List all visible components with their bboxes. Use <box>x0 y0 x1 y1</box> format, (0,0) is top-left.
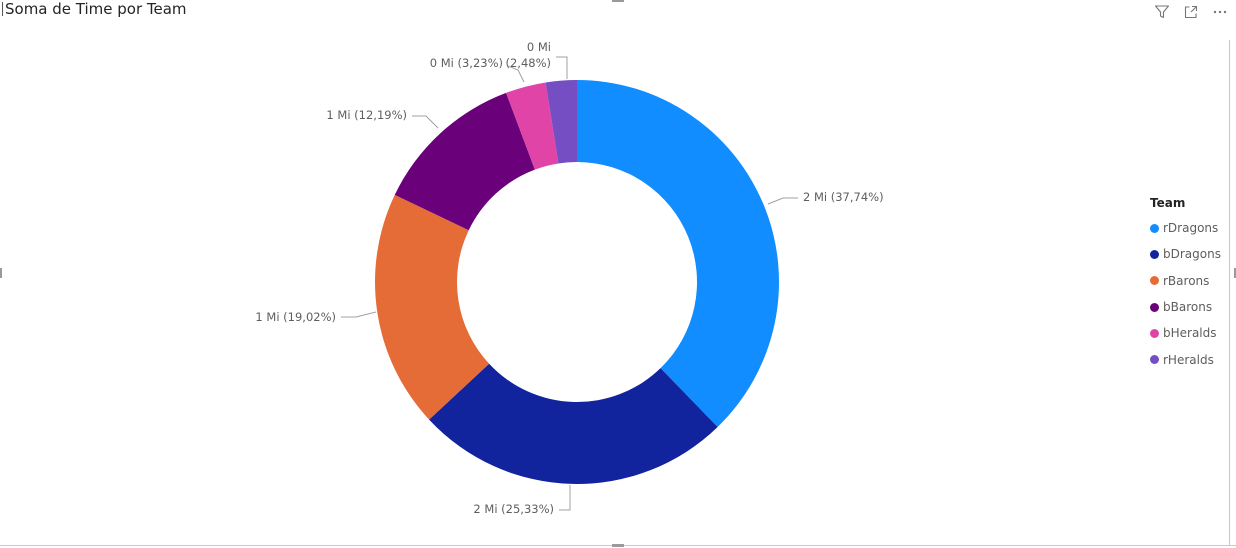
legend-item-bbarons[interactable]: bBarons <box>1150 294 1221 320</box>
legend-marker-bdragons <box>1150 249 1159 259</box>
legend-marker-bheralds <box>1150 328 1159 338</box>
leader-line-rheralds <box>556 56 568 79</box>
slice-rdragons[interactable] <box>577 80 779 428</box>
legend-label-bdragons: bDragons <box>1163 247 1221 262</box>
resize-handle-left[interactable] <box>0 268 2 278</box>
legend-title: Team <box>1150 196 1186 210</box>
more-options-icon[interactable] <box>1211 3 1228 20</box>
legend-marker-bbarons <box>1150 302 1159 312</box>
data-label-rdragons: 2 Mi (37,74%) <box>803 190 884 204</box>
filter-icon[interactable] <box>1153 3 1170 20</box>
visual-border-right <box>1229 40 1230 546</box>
legend-label-bheralds: bHeralds <box>1163 326 1217 341</box>
slice-bbarons[interactable] <box>394 92 535 231</box>
resize-handle-right[interactable] <box>1234 268 1236 278</box>
legend-item-rdragons[interactable]: rDragons <box>1150 215 1221 241</box>
slice-bheralds[interactable] <box>506 82 559 170</box>
chart-title: Soma de Time por Team <box>5 0 187 18</box>
legend-marker-rdragons <box>1150 223 1159 233</box>
data-label-rheralds: 0 Mi (2,48%) <box>505 40 551 70</box>
title-marker <box>2 2 3 16</box>
leader-line-bheralds <box>507 65 525 83</box>
legend-item-bheralds[interactable]: bHeralds <box>1150 320 1221 346</box>
leader-line-rdragons <box>767 197 798 205</box>
legend-label-rheralds: rHeralds <box>1163 352 1214 367</box>
slice-rbarons[interactable] <box>374 194 490 420</box>
visual-header-icons <box>1153 3 1228 20</box>
data-label-bdragons: 2 Mi (25,33%) <box>473 502 554 516</box>
legend-item-bdragons[interactable]: bDragons <box>1150 241 1221 267</box>
legend-label-rbarons: rBarons <box>1163 273 1210 288</box>
legend-label-bbarons: bBarons <box>1163 300 1213 315</box>
legend-item-rbarons[interactable]: rBarons <box>1150 268 1221 294</box>
slice-bdragons[interactable] <box>429 363 718 484</box>
legend: Team rDragons bDragons rBarons bBarons b… <box>1150 196 1221 373</box>
legend-item-rheralds[interactable]: rHeralds <box>1150 346 1221 372</box>
legend-marker-rbarons <box>1150 276 1159 286</box>
focus-mode-icon[interactable] <box>1182 3 1199 20</box>
resize-handle-top[interactable] <box>612 0 624 2</box>
resize-handle-bottom[interactable] <box>612 544 624 547</box>
data-label-bbarons: 1 Mi (12,19%) <box>326 108 407 122</box>
leader-line-rbarons <box>341 311 377 318</box>
leader-line-bbarons <box>412 115 439 129</box>
data-label-bheralds: 0 Mi (3,23%) <box>430 56 503 70</box>
slice-rheralds[interactable] <box>545 80 577 164</box>
legend-label-rdragons: rDragons <box>1163 221 1219 236</box>
legend-marker-rheralds <box>1150 355 1159 365</box>
leader-line-bdragons <box>559 485 571 511</box>
data-label-rbarons: 1 Mi (19,02%) <box>255 310 336 324</box>
